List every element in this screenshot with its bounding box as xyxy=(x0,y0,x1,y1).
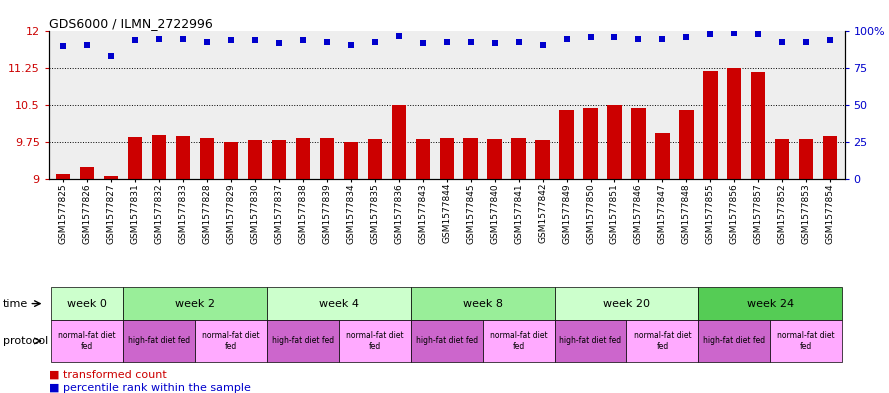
Text: week 24: week 24 xyxy=(747,299,794,309)
Bar xyxy=(751,72,765,179)
Point xyxy=(679,34,693,40)
Text: high-fat diet fed: high-fat diet fed xyxy=(559,336,621,345)
Text: week 0: week 0 xyxy=(68,299,108,309)
Point xyxy=(344,42,358,48)
Bar xyxy=(823,136,837,179)
Point xyxy=(200,39,214,45)
Bar xyxy=(104,176,118,179)
Bar xyxy=(487,139,502,179)
Bar xyxy=(344,142,358,179)
Text: week 2: week 2 xyxy=(175,299,215,309)
Point xyxy=(799,39,813,45)
Point xyxy=(823,37,837,43)
Bar xyxy=(176,136,190,179)
Point xyxy=(487,40,501,46)
Text: high-fat diet fed: high-fat diet fed xyxy=(128,336,190,345)
Text: week 20: week 20 xyxy=(603,299,650,309)
Bar xyxy=(583,108,597,179)
Bar xyxy=(559,110,573,179)
Point xyxy=(463,39,477,45)
Text: high-fat diet fed: high-fat diet fed xyxy=(272,336,334,345)
Text: week 4: week 4 xyxy=(319,299,359,309)
Bar xyxy=(80,167,94,179)
Bar xyxy=(799,139,813,179)
Point xyxy=(392,33,406,39)
Bar xyxy=(655,133,669,179)
Point xyxy=(559,36,573,42)
Bar xyxy=(607,105,621,179)
Point xyxy=(248,37,262,43)
Text: normal-fat diet
fed: normal-fat diet fed xyxy=(634,331,692,351)
Bar xyxy=(415,139,430,179)
Text: normal-fat diet
fed: normal-fat diet fed xyxy=(59,331,116,351)
Bar xyxy=(775,139,789,179)
Point xyxy=(727,30,741,36)
Bar xyxy=(56,174,70,179)
Point xyxy=(224,37,238,43)
Point xyxy=(320,39,334,45)
Bar xyxy=(320,138,334,179)
Bar xyxy=(727,68,741,179)
Text: week 8: week 8 xyxy=(462,299,502,309)
Point xyxy=(631,36,645,42)
Bar xyxy=(200,138,214,179)
Text: time: time xyxy=(3,299,28,309)
Point xyxy=(775,39,789,45)
Bar xyxy=(248,141,262,179)
Bar xyxy=(128,137,142,179)
Point xyxy=(128,37,142,43)
Bar xyxy=(439,138,454,179)
Point xyxy=(272,40,286,46)
Text: ■ transformed count: ■ transformed count xyxy=(49,369,166,379)
Point xyxy=(176,36,190,42)
Bar xyxy=(511,138,525,179)
Text: normal-fat diet
fed: normal-fat diet fed xyxy=(346,331,404,351)
Bar xyxy=(152,134,166,179)
Bar xyxy=(535,140,549,179)
Point xyxy=(152,36,166,42)
Bar xyxy=(703,71,717,179)
Point xyxy=(80,42,94,48)
Point xyxy=(368,39,382,45)
Bar xyxy=(272,141,286,179)
Text: ■ percentile rank within the sample: ■ percentile rank within the sample xyxy=(49,383,251,393)
Point xyxy=(703,31,717,37)
Bar xyxy=(368,139,382,179)
Text: GDS6000 / ILMN_2722996: GDS6000 / ILMN_2722996 xyxy=(49,17,212,30)
Point xyxy=(607,34,621,40)
Bar xyxy=(463,138,478,179)
Bar xyxy=(391,105,406,179)
Point xyxy=(655,36,669,42)
Text: high-fat diet fed: high-fat diet fed xyxy=(416,336,477,345)
Bar xyxy=(296,138,310,179)
Point xyxy=(583,34,597,40)
Text: high-fat diet fed: high-fat diet fed xyxy=(703,336,765,345)
Point xyxy=(416,40,430,46)
Point xyxy=(535,42,549,48)
Point xyxy=(104,53,118,60)
Point xyxy=(511,39,525,45)
Bar xyxy=(679,110,693,179)
Point xyxy=(751,31,765,37)
Text: normal-fat diet
fed: normal-fat diet fed xyxy=(202,331,260,351)
Point xyxy=(296,37,310,43)
Point xyxy=(440,39,454,45)
Text: normal-fat diet
fed: normal-fat diet fed xyxy=(777,331,835,351)
Text: protocol: protocol xyxy=(3,336,48,346)
Bar xyxy=(631,108,645,179)
Text: normal-fat diet
fed: normal-fat diet fed xyxy=(490,331,548,351)
Point xyxy=(56,43,70,49)
Bar xyxy=(224,142,238,179)
